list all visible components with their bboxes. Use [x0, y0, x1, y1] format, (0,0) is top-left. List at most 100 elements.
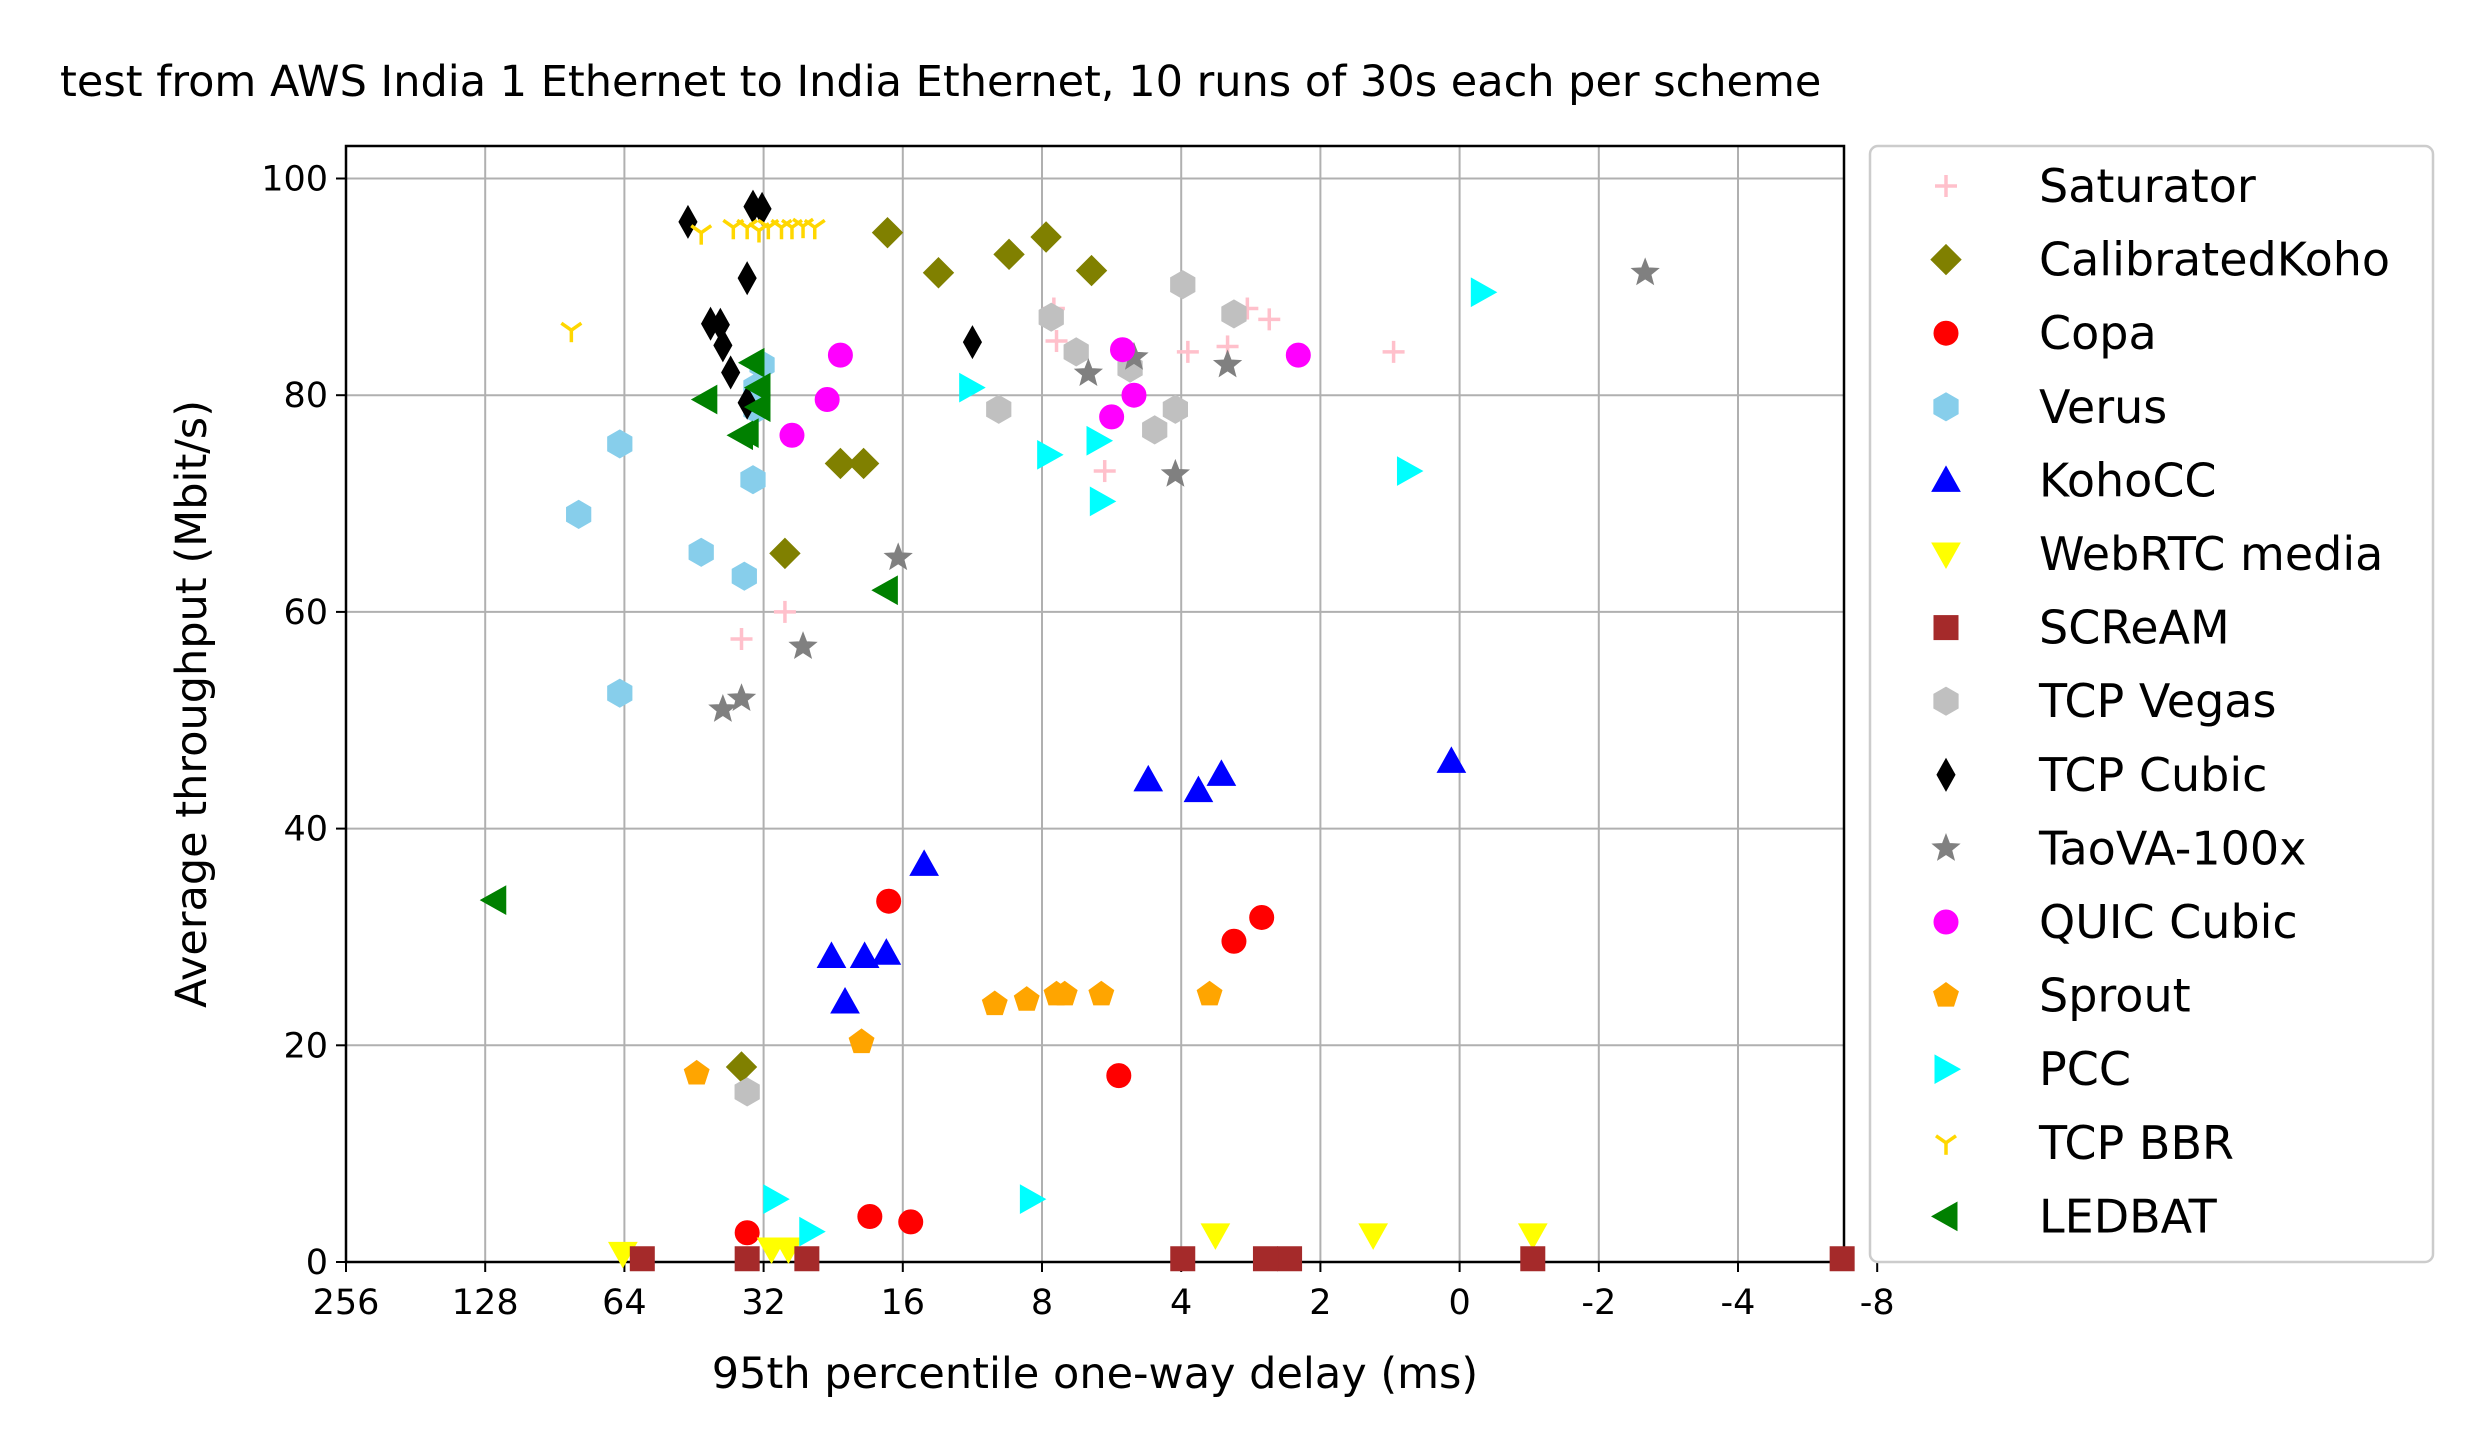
data-point: [1088, 980, 1115, 1006]
data-point: [725, 1051, 758, 1083]
data-point: [1030, 221, 1062, 253]
data-point: [1142, 415, 1168, 445]
data-point: [876, 888, 902, 914]
legend-marker: [1930, 1201, 1958, 1232]
data-point: [830, 986, 860, 1014]
data-point: [816, 941, 847, 968]
data-point: [1358, 1223, 1389, 1250]
legend-label: SCReAM: [2039, 601, 2230, 655]
data-point: [1075, 254, 1108, 287]
legend-marker: [1933, 686, 1959, 716]
data-point: [607, 678, 633, 708]
data-point: [560, 321, 583, 343]
data-point: [1196, 980, 1223, 1006]
data-point: [1630, 257, 1660, 286]
data-point: [737, 347, 765, 378]
data-point: [1517, 1223, 1548, 1250]
legend-label: WebRTC media: [2039, 527, 2383, 581]
data-point: [1170, 270, 1196, 300]
data-point: [773, 600, 796, 623]
series-ledbat: [479, 347, 898, 915]
data-point: [566, 499, 592, 529]
data-point: [1285, 342, 1311, 368]
data-point: [1093, 460, 1116, 483]
data-point: [734, 1220, 760, 1246]
data-point: [794, 1246, 820, 1272]
legend-label: CalibratedKoho: [2039, 233, 2390, 287]
data-point: [1176, 340, 1199, 363]
data-point: [848, 1028, 875, 1054]
legend-marker: [1933, 615, 1959, 641]
data-point: [803, 218, 826, 240]
data-point: [1396, 456, 1424, 486]
data-point: [1170, 1246, 1196, 1272]
data-point: [721, 355, 741, 390]
data-point: [1470, 277, 1498, 308]
data-point: [1133, 764, 1164, 792]
x-tick-label: -4: [1721, 1283, 1756, 1323]
legend-marker: [1930, 243, 1962, 276]
data-point: [737, 261, 757, 296]
data-point: [849, 941, 880, 968]
data-point: [1051, 980, 1078, 1006]
data-point: [857, 1203, 883, 1229]
x-tick-label: 2: [1309, 1283, 1331, 1323]
data-point: [769, 537, 801, 570]
y-axis: 0 20 40 60 80 100: [261, 160, 346, 1283]
data-point: [726, 420, 754, 451]
data-point: [1162, 394, 1188, 424]
series-scream: [629, 1246, 1855, 1272]
data-point: [1277, 1246, 1303, 1272]
data-point: [1121, 382, 1147, 408]
data-point: [688, 537, 714, 567]
data-point: [1045, 330, 1068, 353]
data-point: [1221, 928, 1247, 954]
legend-label: KohoCC: [2039, 453, 2217, 507]
data-point: [788, 631, 818, 660]
data-point: [713, 328, 733, 363]
data-point: [690, 224, 713, 245]
x-tick-label: 256: [313, 1283, 380, 1323]
data-point: [1252, 1246, 1278, 1272]
legend: Saturator CalibratedKoho Copa Verus KohoCC We…: [1868, 144, 2435, 1264]
data-point: [1019, 1184, 1047, 1215]
series-calibratedkoho: [725, 216, 1108, 1083]
data-point: [740, 465, 766, 495]
x-tick-label: -8: [1860, 1283, 1895, 1323]
data-point: [763, 1184, 790, 1215]
series-kohocc: [816, 746, 1467, 1014]
data-point: [993, 238, 1025, 271]
data-point: [757, 218, 780, 240]
series-taova-100x: [708, 257, 1660, 722]
data-point: [1520, 1246, 1546, 1272]
data-point: [1160, 458, 1191, 487]
data-point: [779, 422, 805, 448]
data-point: [922, 257, 955, 289]
series-pcc: [763, 277, 1498, 1247]
legend-marker: [1935, 175, 1957, 197]
data-point: [959, 372, 986, 403]
data-point: [1037, 439, 1064, 470]
legend-label: TaoVA-100x: [2038, 821, 2306, 875]
x-axis: 256 128 64 32 16 8 4 2 0 -2 -4 -8: [313, 1262, 1895, 1323]
data-point: [1382, 340, 1405, 363]
legend-marker: [1933, 320, 1959, 346]
legend-marker: [1931, 542, 1961, 570]
data-point: [814, 387, 840, 413]
data-point: [1073, 358, 1104, 386]
legend-label: Saturator: [2039, 159, 2256, 213]
data-point: [1200, 1223, 1231, 1250]
legend-marker: [1933, 981, 1959, 1007]
data-point: [871, 216, 904, 249]
x-tick-label: 8: [1031, 1283, 1053, 1323]
legend-marker: [1934, 1134, 1958, 1155]
data-point: [799, 1216, 826, 1247]
legend-label: TCP Vegas: [2038, 674, 2276, 728]
y-tick-label: 40: [283, 810, 328, 850]
data-point: [1109, 337, 1135, 363]
data-point: [690, 384, 718, 415]
legend-label: Copa: [2039, 306, 2157, 360]
data-point: [827, 342, 853, 368]
data-point: [1206, 759, 1237, 786]
legend-marker: [1936, 757, 1956, 792]
